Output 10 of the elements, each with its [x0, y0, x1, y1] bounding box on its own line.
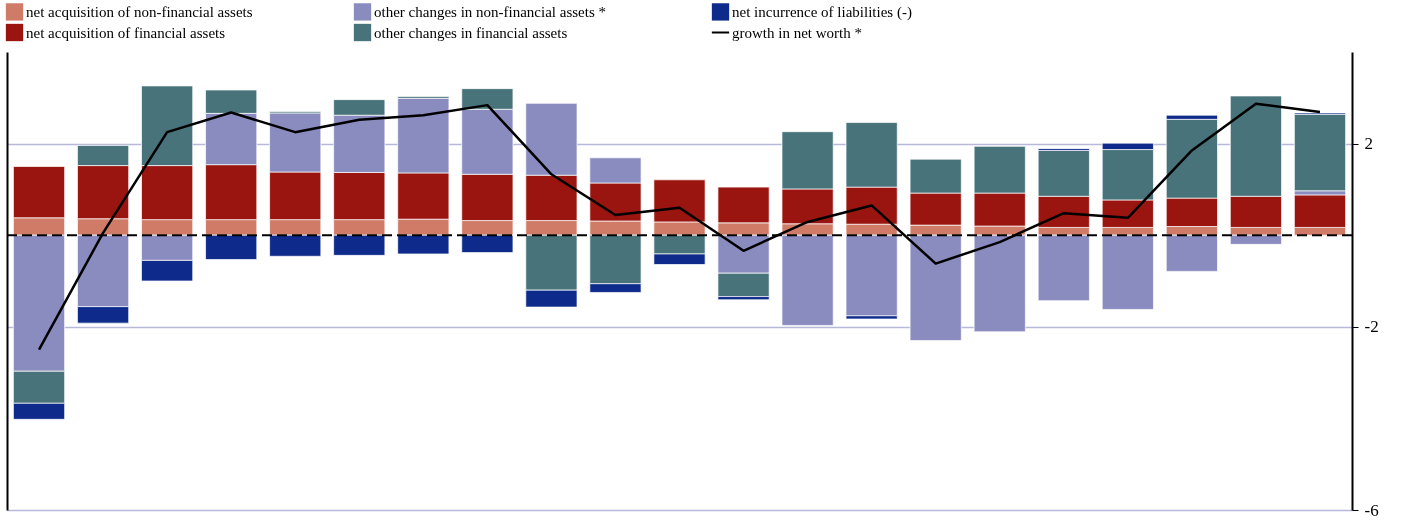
legend-label: other changes in non-financial assets * [374, 3, 607, 20]
legend-label: net acquisition of financial assets [26, 24, 226, 41]
legend-label: net incurrence of liabilities (-) [732, 3, 912, 21]
y-tick-label: -6 [1364, 500, 1379, 520]
bar [1293, 113, 1347, 192]
legend-label: growth in net worth * [732, 24, 862, 41]
legend-label: other changes in financial assets [374, 24, 568, 41]
y-tick-label: -2 [1364, 317, 1379, 337]
legend-label: net acquisition of non-financial assets [26, 3, 253, 20]
y-tick-label: 2 [1364, 134, 1373, 154]
